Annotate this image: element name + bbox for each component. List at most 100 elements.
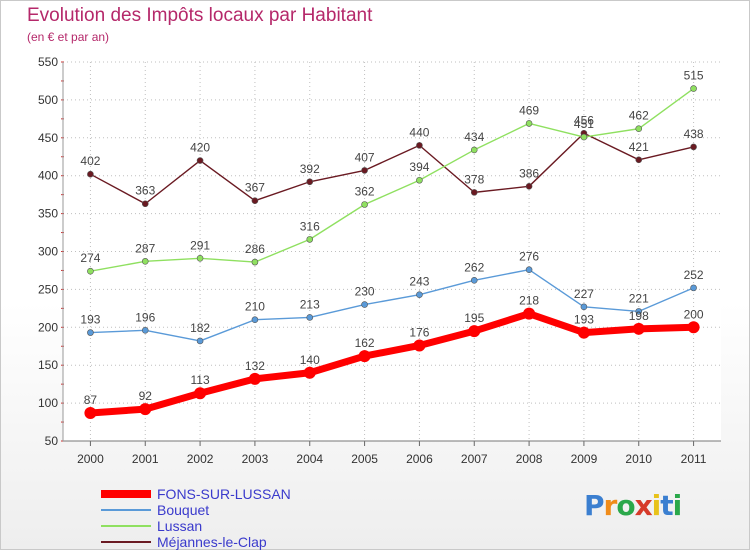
- data-point: [87, 170, 94, 178]
- y-tick-label: 400: [38, 169, 58, 183]
- y-tick-label: 50: [45, 434, 59, 448]
- data-label: 140: [300, 353, 320, 367]
- data-label: 286: [245, 242, 265, 256]
- data-point: [635, 125, 643, 133]
- data-label: 291: [190, 238, 210, 252]
- data-point: [523, 307, 536, 320]
- data-point: [358, 350, 371, 363]
- data-label: 440: [409, 125, 429, 139]
- data-label: 252: [684, 268, 704, 282]
- data-point: [194, 387, 207, 400]
- data-label: 392: [300, 162, 320, 176]
- data-point: [690, 284, 697, 292]
- data-label: 230: [355, 285, 375, 299]
- data-point: [416, 142, 423, 149]
- data-label: 227: [574, 287, 594, 301]
- legend-label: Lussan: [157, 518, 203, 534]
- data-label: 420: [190, 141, 210, 155]
- data-point: [635, 308, 643, 315]
- data-point: [303, 366, 316, 379]
- legend-swatch: [101, 490, 151, 498]
- data-point: [690, 85, 697, 92]
- chart-subtitle: (en € et par an): [27, 30, 110, 44]
- data-point: [141, 327, 149, 334]
- data-label: 363: [135, 184, 155, 198]
- data-label: 218: [519, 294, 539, 308]
- data-point: [687, 321, 700, 334]
- x-tick-label: 2009: [571, 452, 598, 466]
- data-label: 221: [629, 291, 649, 305]
- y-tick-label: 100: [38, 396, 58, 410]
- data-point: [84, 406, 97, 419]
- data-point: [251, 197, 259, 205]
- data-label: 196: [135, 310, 155, 324]
- data-label: 451: [574, 117, 594, 131]
- data-point: [635, 156, 643, 164]
- x-tick-label: 2007: [461, 452, 488, 466]
- data-point: [251, 316, 259, 324]
- legend-label: Méjannes-le-Clap: [157, 534, 267, 550]
- data-point: [196, 157, 204, 164]
- y-tick-label: 500: [38, 93, 58, 107]
- data-label: 193: [574, 313, 594, 327]
- data-point: [87, 329, 94, 336]
- x-tick-label: 2001: [132, 452, 159, 466]
- data-label: 456: [574, 113, 594, 127]
- data-point: [525, 120, 533, 127]
- data-point: [361, 201, 368, 208]
- data-label: 276: [519, 250, 539, 264]
- data-label: 132: [245, 359, 265, 373]
- data-label: 386: [519, 166, 539, 180]
- y-tick-label: 250: [38, 282, 58, 296]
- data-point: [470, 277, 478, 284]
- data-label: 262: [464, 260, 484, 274]
- data-point: [306, 178, 314, 186]
- data-label: 394: [409, 160, 429, 174]
- data-label: 402: [80, 154, 100, 168]
- y-tick-label: 550: [38, 55, 58, 69]
- x-tick-label: 2005: [351, 452, 378, 466]
- logo-letter: i: [672, 489, 683, 522]
- data-label: 434: [464, 130, 484, 144]
- data-label: 287: [135, 241, 155, 255]
- data-point: [248, 372, 261, 385]
- chart-title: Evolution des Impôts locaux par Habitant: [27, 5, 373, 26]
- data-label: 367: [245, 181, 265, 195]
- data-label: 316: [300, 219, 320, 233]
- x-tick-label: 2011: [681, 452, 707, 466]
- data-point: [470, 146, 478, 154]
- x-tick-label: 2004: [296, 452, 323, 466]
- proxiti-logo: Proxiti: [584, 489, 683, 522]
- data-label: 274: [80, 251, 100, 265]
- data-point: [196, 255, 204, 262]
- data-point: [690, 143, 697, 151]
- data-label: 200: [684, 307, 704, 321]
- data-label: 113: [191, 373, 210, 387]
- logo-letter: t: [660, 489, 673, 522]
- legend-label: Bouquet: [157, 502, 210, 518]
- data-point: [632, 322, 645, 335]
- y-tick-label: 150: [38, 358, 58, 372]
- data-point: [580, 303, 588, 311]
- y-tick-label: 300: [38, 245, 58, 259]
- series-line: [89, 132, 695, 205]
- data-label: 162: [355, 336, 375, 350]
- y-tick-label: 350: [38, 207, 58, 221]
- logo-letter: r: [603, 489, 618, 522]
- data-label: 92: [139, 389, 153, 403]
- data-label: 243: [409, 275, 429, 289]
- data-point: [141, 258, 149, 265]
- data-label: 438: [684, 127, 704, 141]
- data-label: 407: [355, 150, 375, 164]
- data-point: [141, 200, 149, 208]
- data-label: 198: [629, 309, 649, 323]
- data-label: 193: [80, 313, 100, 327]
- logo-letter: o: [616, 489, 635, 522]
- data-label: 195: [464, 311, 484, 325]
- x-tick-label: 2002: [187, 452, 214, 466]
- data-point: [470, 189, 478, 196]
- legend-label: FONS-SUR-LUSSAN: [157, 486, 291, 502]
- y-tick-label: 450: [38, 131, 58, 145]
